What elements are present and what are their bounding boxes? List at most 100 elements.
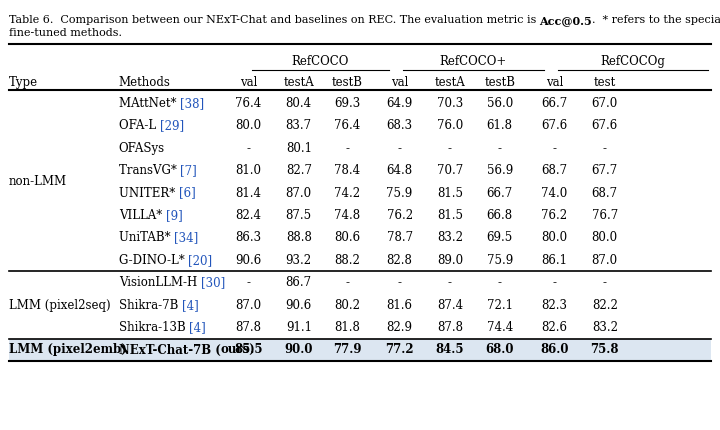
Text: 80.0: 80.0 [235,119,261,132]
Text: -: - [345,276,349,289]
Text: Shikra-7B: Shikra-7B [119,298,182,311]
Text: LMM (pixel2emb): LMM (pixel2emb) [9,343,127,356]
Text: 66.7: 66.7 [541,97,567,110]
Text: 87.0: 87.0 [592,253,618,266]
Text: 80.0: 80.0 [592,231,618,244]
Text: 87.8: 87.8 [235,320,261,333]
Text: [7]: [7] [181,164,197,177]
Text: 86.7: 86.7 [286,276,312,289]
Text: 75.8: 75.8 [590,343,619,356]
Text: Shikra-13B: Shikra-13B [119,320,189,333]
Text: 75.9: 75.9 [387,186,413,199]
Text: NExT-Chat-7B (: NExT-Chat-7B ( [119,343,220,356]
Text: val: val [240,76,257,89]
Text: 68.3: 68.3 [387,119,413,132]
Text: 82.4: 82.4 [235,209,261,221]
Text: 72.1: 72.1 [487,298,513,311]
Text: 86.0: 86.0 [540,343,569,356]
Text: 74.2: 74.2 [334,186,360,199]
Text: 82.7: 82.7 [286,164,312,177]
Text: val: val [391,76,408,89]
Text: 84.5: 84.5 [436,343,464,356]
Text: TransVG*: TransVG* [119,164,181,177]
Text: Acc@0.5: Acc@0.5 [539,15,593,26]
Text: testB: testB [484,76,516,89]
Text: 68.7: 68.7 [592,186,618,199]
Text: -: - [603,276,607,289]
Text: 76.2: 76.2 [541,209,567,221]
Text: testB: testB [331,76,363,89]
Text: 69.3: 69.3 [334,97,360,110]
Text: 74.0: 74.0 [541,186,567,199]
Text: Methods: Methods [119,76,171,89]
Text: VILLA*: VILLA* [119,209,166,221]
Text: 87.5: 87.5 [286,209,312,221]
Text: OFA-L: OFA-L [119,119,160,132]
Text: 80.4: 80.4 [286,97,312,110]
Text: 76.4: 76.4 [334,119,360,132]
Text: -: - [345,141,349,154]
Text: test: test [594,76,616,89]
Text: 93.2: 93.2 [286,253,312,266]
Text: G-DINO-L*: G-DINO-L* [119,253,189,266]
Text: 81.5: 81.5 [437,186,463,199]
Text: 87.0: 87.0 [235,298,261,311]
Text: 76.0: 76.0 [437,119,463,132]
Text: -: - [246,141,251,154]
Text: 88.2: 88.2 [334,253,360,266]
Text: 77.2: 77.2 [385,343,414,356]
Text: 86.3: 86.3 [235,231,261,244]
Text: OFASys: OFASys [119,141,165,154]
Text: 66.8: 66.8 [487,209,513,221]
Text: 70.7: 70.7 [437,164,463,177]
Text: 82.9: 82.9 [387,320,413,333]
Text: 78.4: 78.4 [334,164,360,177]
Text: 66.7: 66.7 [487,186,513,199]
Text: RefCOCO+: RefCOCO+ [440,55,507,68]
Text: 83.7: 83.7 [286,119,312,132]
Text: .  * refers to the specialist or: . * refers to the specialist or [593,15,720,25]
Text: 76.7: 76.7 [592,209,618,221]
Text: 81.4: 81.4 [235,186,261,199]
Text: VisionLLM-H: VisionLLM-H [119,276,201,289]
Text: [4]: [4] [182,298,199,311]
Bar [9,339,711,361]
Text: 88.8: 88.8 [286,231,312,244]
Text: ours): ours) [220,343,256,356]
Text: non-LMM: non-LMM [9,175,67,188]
Text: val: val [546,76,563,89]
Text: 82.6: 82.6 [541,320,567,333]
Text: [34]: [34] [174,231,199,244]
Text: UNITER*: UNITER* [119,186,179,199]
Text: -: - [552,276,557,289]
Text: 76.2: 76.2 [387,209,413,221]
Text: 67.0: 67.0 [592,97,618,110]
Text: 64.8: 64.8 [387,164,413,177]
Text: 81.0: 81.0 [235,164,261,177]
Text: 89.0: 89.0 [437,253,463,266]
Text: testA: testA [284,76,314,89]
Text: 78.7: 78.7 [387,231,413,244]
Text: LMM (pixel2seq): LMM (pixel2seq) [9,298,110,311]
Text: [9]: [9] [166,209,183,221]
Text: 77.9: 77.9 [333,343,361,356]
Text: 80.2: 80.2 [334,298,360,311]
Text: 83.2: 83.2 [437,231,463,244]
Text: [4]: [4] [189,320,206,333]
Text: RefCOCO: RefCOCO [292,55,349,68]
Text: 76.4: 76.4 [235,97,261,110]
Text: -: - [603,141,607,154]
Text: -: - [246,276,251,289]
Text: MAttNet*: MAttNet* [119,97,180,110]
Text: 81.5: 81.5 [437,209,463,221]
Text: Table 6.  Comparison between our NExT-Chat and baselines on REC. The evaluation : Table 6. Comparison between our NExT-Cha… [9,15,539,25]
Text: 81.6: 81.6 [387,298,413,311]
Text: -: - [397,276,402,289]
Text: 80.6: 80.6 [334,231,360,244]
Text: 82.3: 82.3 [541,298,567,311]
Text: -: - [397,141,402,154]
Text: 67.6: 67.6 [592,119,618,132]
Text: 74.4: 74.4 [487,320,513,333]
Text: 68.7: 68.7 [541,164,567,177]
Text: 61.8: 61.8 [487,119,513,132]
